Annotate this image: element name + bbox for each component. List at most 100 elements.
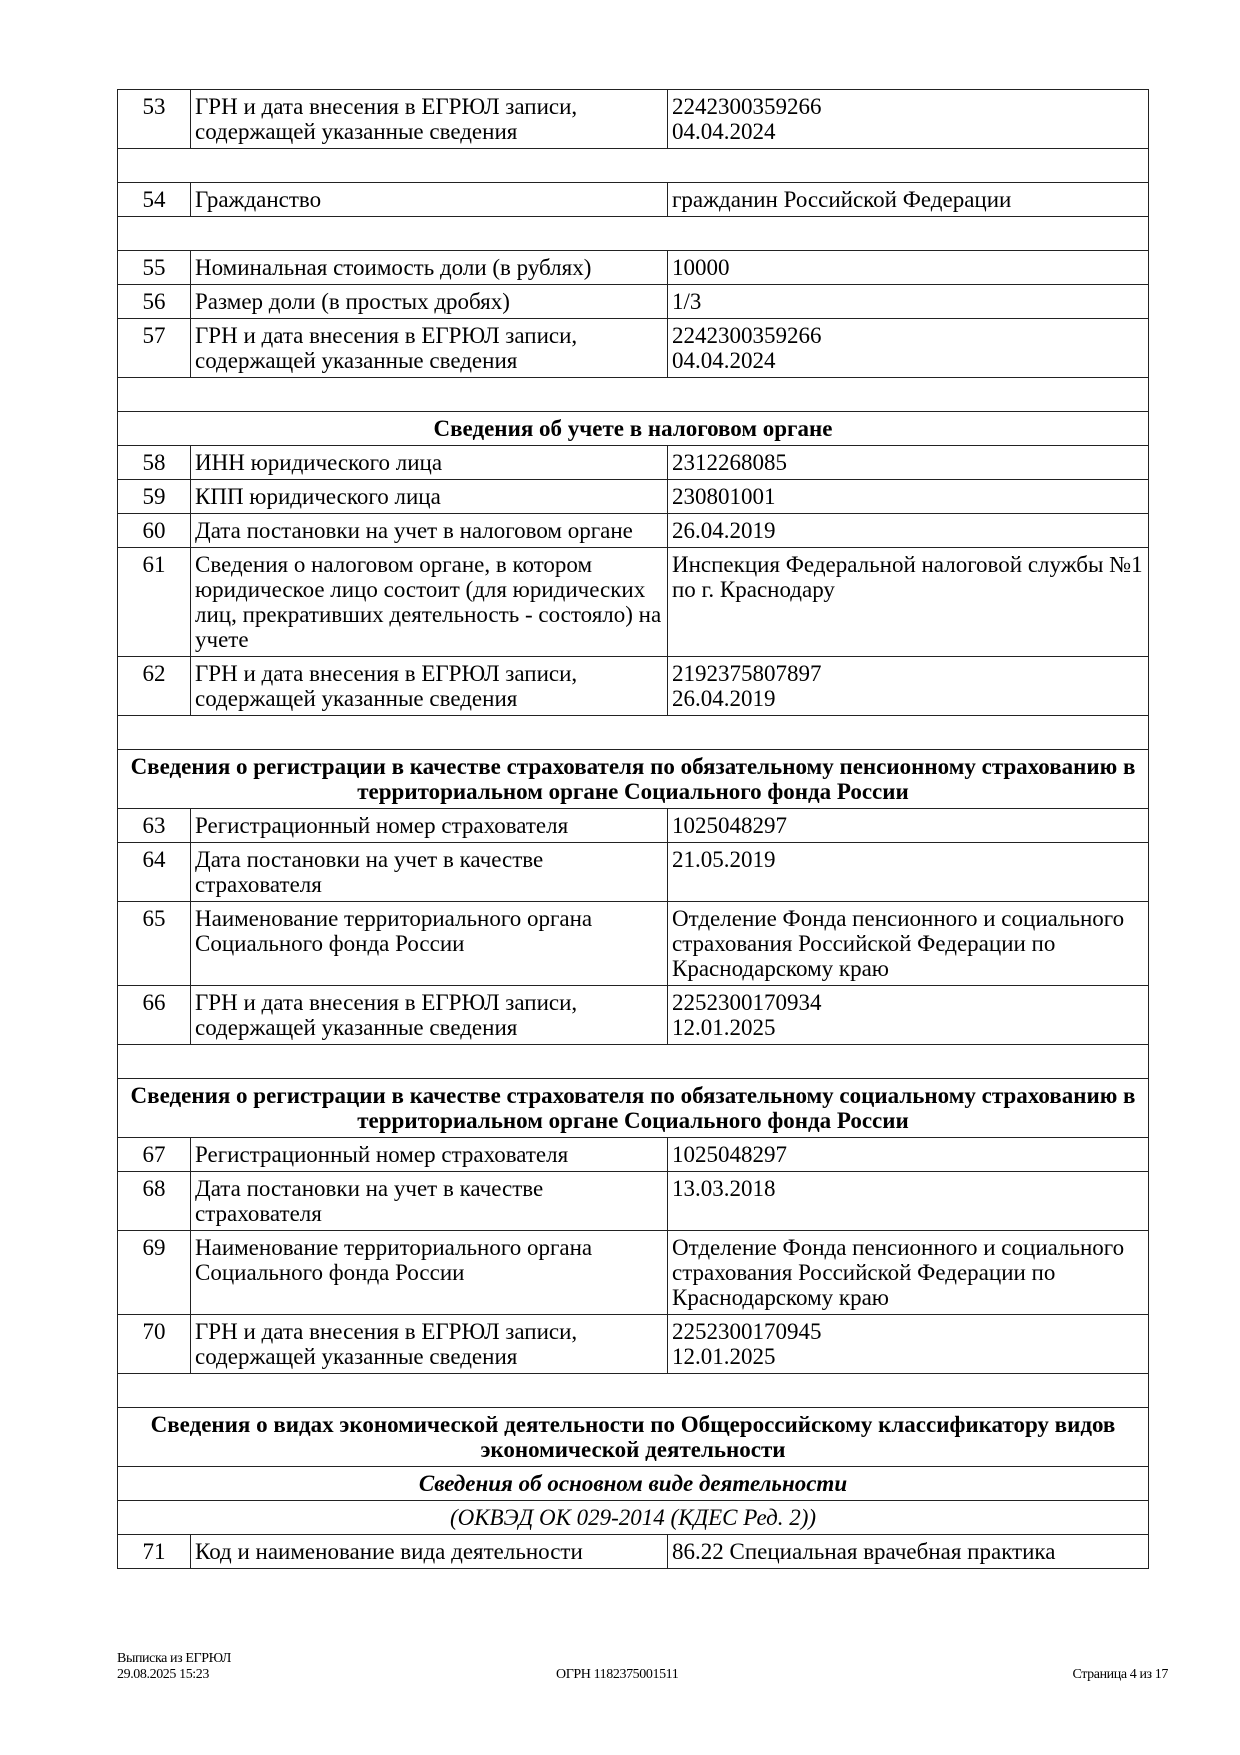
row-number: 68 bbox=[117, 1171, 191, 1231]
row-number: 61 bbox=[117, 547, 191, 657]
table-row: 60 Дата постановки на учет в налоговом ор… bbox=[117, 513, 1149, 548]
blank-cell bbox=[117, 148, 1149, 183]
footer-doc-name: Выписка из ЕГРЮЛ bbox=[117, 1651, 231, 1666]
table-row: 61 Сведения о налоговом органе, в котором… bbox=[117, 547, 1149, 657]
row-label: Дата постановки на учет в качестве страх… bbox=[190, 842, 668, 902]
row-label: ГРН и дата внесения в ЕГРЮЛ записи, соде… bbox=[190, 656, 668, 716]
blank-row bbox=[117, 377, 1149, 412]
table-row: 69 Наименование территориального органа С… bbox=[117, 1230, 1149, 1315]
row-number: 56 bbox=[117, 284, 191, 319]
row-number: 70 bbox=[117, 1314, 191, 1374]
row-value: 1025048297 bbox=[667, 808, 1149, 843]
row-label: Наименование территориального органа Соц… bbox=[190, 1230, 668, 1315]
table-row: 53 ГРН и дата внесения в ЕГРЮЛ записи, со… bbox=[117, 89, 1149, 149]
row-label: Дата постановки на учет в налоговом орга… bbox=[190, 513, 668, 548]
table-row: 57 ГРН и дата внесения в ЕГРЮЛ записи, со… bbox=[117, 318, 1149, 378]
row-label: КПП юридического лица bbox=[190, 479, 668, 514]
row-value: 2252300170945 12.01.2025 bbox=[667, 1314, 1149, 1374]
row-label: ГРН и дата внесения в ЕГРЮЛ записи, соде… bbox=[190, 1314, 668, 1374]
row-number: 58 bbox=[117, 445, 191, 480]
row-value: 86.22 Специальная врачебная практика bbox=[667, 1534, 1149, 1569]
table-row: 63 Регистрационный номер страхователя 1025… bbox=[117, 808, 1149, 843]
row-number: 69 bbox=[117, 1230, 191, 1315]
section-title: Сведения о регистрации в качестве страхо… bbox=[117, 1078, 1149, 1138]
row-value: 13.03.2018 bbox=[667, 1171, 1149, 1231]
table-row: 64 Дата постановки на учет в качестве стр… bbox=[117, 842, 1149, 902]
table-row: 65 Наименование территориального органа С… bbox=[117, 901, 1149, 986]
row-value: 10000 bbox=[667, 250, 1149, 285]
row-number: 54 bbox=[117, 182, 191, 217]
subsection-header: Сведения об основном виде деятельности bbox=[117, 1466, 1149, 1501]
row-number: 59 bbox=[117, 479, 191, 514]
blank-row bbox=[117, 1044, 1149, 1079]
footer-datetime: 29.08.2025 15:23 bbox=[117, 1667, 209, 1682]
table-row: 59 КПП юридического лица 230801001 bbox=[117, 479, 1149, 514]
blank-cell bbox=[117, 1373, 1149, 1408]
row-number: 55 bbox=[117, 250, 191, 285]
row-label: Наименование территориального органа Соц… bbox=[190, 901, 668, 986]
row-value: гражданин Российской Федерации bbox=[667, 182, 1149, 217]
row-value: 2312268085 bbox=[667, 445, 1149, 480]
row-value: 21.05.2019 bbox=[667, 842, 1149, 902]
row-number: 62 bbox=[117, 656, 191, 716]
section-header: Сведения о регистрации в качестве страхо… bbox=[117, 1078, 1149, 1138]
row-label: Сведения о налоговом органе, в котором ю… bbox=[190, 547, 668, 657]
blank-cell bbox=[117, 1044, 1149, 1079]
table-row: 71 Код и наименование вида деятельности 86… bbox=[117, 1534, 1149, 1569]
row-number: 53 bbox=[117, 89, 191, 149]
blank-cell bbox=[117, 216, 1149, 251]
blank-cell bbox=[117, 715, 1149, 750]
row-label: Дата постановки на учет в качестве страх… bbox=[190, 1171, 668, 1231]
section-header: Сведения о регистрации в качестве страхо… bbox=[117, 749, 1149, 809]
section-title: Сведения о регистрации в качестве страхо… bbox=[117, 749, 1149, 809]
row-label: ИНН юридического лица bbox=[190, 445, 668, 480]
row-number: 63 bbox=[117, 808, 191, 843]
blank-row bbox=[117, 1373, 1149, 1408]
row-value: Отделение Фонда пенсионного и социальног… bbox=[667, 1230, 1149, 1315]
table-row: 67 Регистрационный номер страхователя 1025… bbox=[117, 1137, 1149, 1172]
blank-cell bbox=[117, 377, 1149, 412]
row-value: Отделение Фонда пенсионного и социальног… bbox=[667, 901, 1149, 986]
row-value: 230801001 bbox=[667, 479, 1149, 514]
section-title: Сведения об основном виде деятельности bbox=[117, 1466, 1149, 1501]
table-row: 70 ГРН и дата внесения в ЕГРЮЛ записи, со… bbox=[117, 1314, 1149, 1374]
row-label: Гражданство bbox=[190, 182, 668, 217]
row-label: ГРН и дата внесения в ЕГРЮЛ записи, соде… bbox=[190, 985, 668, 1045]
row-value: 2242300359266 04.04.2024 bbox=[667, 89, 1149, 149]
row-number: 67 bbox=[117, 1137, 191, 1172]
row-number: 64 bbox=[117, 842, 191, 902]
row-label: Регистрационный номер страхователя bbox=[190, 808, 668, 843]
section-title: (ОКВЭД ОК 029-2014 (КДЕС Ред. 2)) bbox=[117, 1500, 1149, 1535]
row-value: 1/3 bbox=[667, 284, 1149, 319]
row-label: Код и наименование вида деятельности bbox=[190, 1534, 668, 1569]
row-number: 66 bbox=[117, 985, 191, 1045]
row-number: 60 bbox=[117, 513, 191, 548]
table-row: 55 Номинальная стоимость доли (в рублях) 1… bbox=[117, 250, 1149, 285]
section-title: Сведения о видах экономической деятельно… bbox=[117, 1407, 1149, 1467]
table-row: 62 ГРН и дата внесения в ЕГРЮЛ записи, со… bbox=[117, 656, 1149, 716]
row-number: 57 bbox=[117, 318, 191, 378]
row-number: 71 bbox=[117, 1534, 191, 1569]
footer-left: Выписка из ЕГРЮЛ 29.08.2025 15:23 bbox=[117, 1651, 231, 1683]
row-value: 2192375807897 26.04.2019 bbox=[667, 656, 1149, 716]
row-value: 2252300170934 12.01.2025 bbox=[667, 985, 1149, 1045]
footer-page-number: Страница 4 из 17 bbox=[1072, 1667, 1169, 1682]
subsection-header: (ОКВЭД ОК 029-2014 (КДЕС Ред. 2)) bbox=[117, 1500, 1149, 1535]
blank-row bbox=[117, 216, 1149, 251]
row-label: ГРН и дата внесения в ЕГРЮЛ записи, соде… bbox=[190, 89, 668, 149]
row-label: ГРН и дата внесения в ЕГРЮЛ записи, соде… bbox=[190, 318, 668, 378]
table-row: 58 ИНН юридического лица 2312268085 bbox=[117, 445, 1149, 480]
table-row: 56 Размер доли (в простых дробях) 1/3 bbox=[117, 284, 1149, 319]
footer-ogrn: ОГРН 1182375001511 bbox=[556, 1667, 679, 1682]
section-title: Сведения об учете в налоговом органе bbox=[117, 411, 1149, 446]
row-value: 2242300359266 04.04.2024 bbox=[667, 318, 1149, 378]
row-value: Инспекция Федеральной налоговой службы №… bbox=[667, 547, 1149, 657]
table-row: 54 Гражданство гражданин Российской Федера… bbox=[117, 182, 1149, 217]
row-label: Размер доли (в простых дробях) bbox=[190, 284, 668, 319]
egrul-table: 53 ГРН и дата внесения в ЕГРЮЛ записи, со… bbox=[117, 89, 1149, 1569]
blank-row bbox=[117, 715, 1149, 750]
section-header: Сведения об учете в налоговом органе bbox=[117, 411, 1149, 446]
row-value: 26.04.2019 bbox=[667, 513, 1149, 548]
table-row: 68 Дата постановки на учет в качестве стр… bbox=[117, 1171, 1149, 1231]
row-label: Номинальная стоимость доли (в рублях) bbox=[190, 250, 668, 285]
